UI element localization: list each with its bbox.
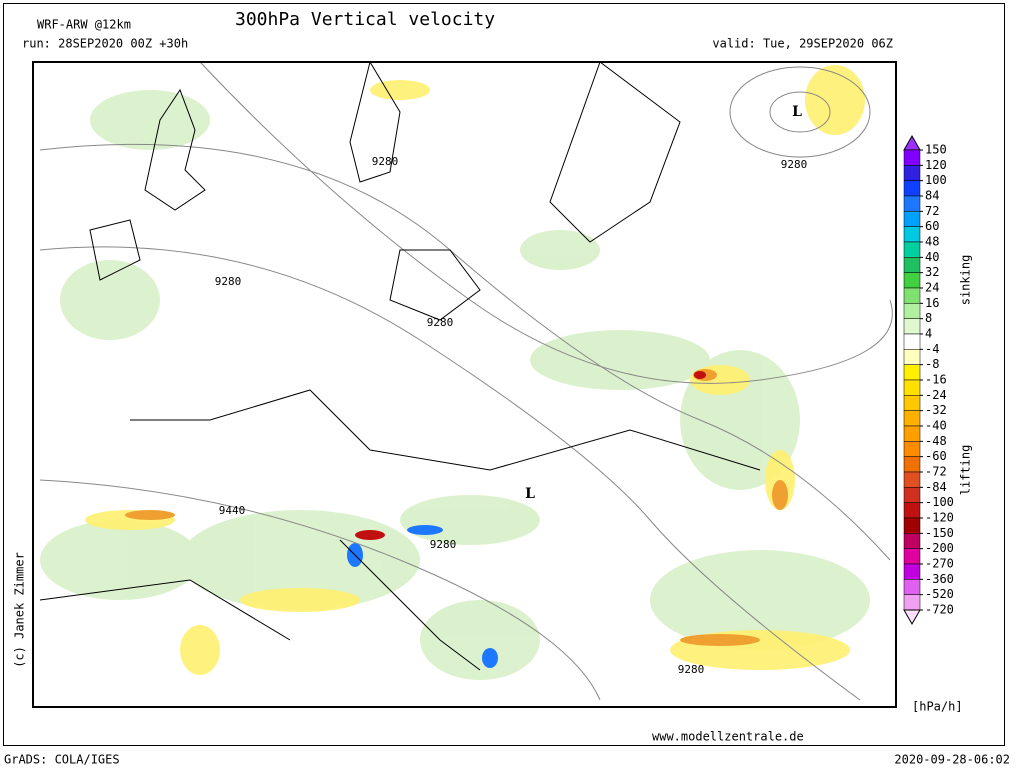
colorbar-tick-label: -8 [925, 357, 939, 371]
colorbar-bin [903, 579, 921, 595]
colorbar-bin [903, 287, 921, 304]
contour-label: 9280 [215, 275, 242, 288]
colorbar-tick-label: 40 [925, 250, 939, 264]
map-title: 300hPa Vertical velocity [235, 9, 495, 30]
source-link: www.modellzentrale.de [652, 730, 804, 744]
colorbar-tick-label: -40 [925, 419, 947, 433]
colorbar-bin [903, 441, 921, 457]
valid-label: valid: Tue, 29SEP2020 06Z [712, 37, 893, 51]
colorbar-tick-label: -520 [925, 587, 954, 601]
colorbar-bin [903, 533, 921, 549]
colorbar-tick-label: -360 [925, 572, 954, 586]
contour-label: 9280 [372, 155, 399, 168]
colorbar-bin [903, 149, 921, 166]
sinking-label: sinking [959, 255, 973, 306]
colorbar-bin [903, 211, 921, 227]
colorbar-cap [903, 134, 921, 151]
colorbar-tick-label: 8 [925, 311, 932, 325]
colorbar-bin [903, 272, 921, 289]
colorbar-bin [903, 226, 921, 243]
colorbar-bin [903, 502, 921, 519]
colorbar-bin [903, 303, 921, 319]
model-label: WRF-ARW @12km [37, 18, 131, 32]
colorbar-bin [903, 257, 921, 273]
colorbar-bin [903, 548, 921, 565]
timestamp: 2020-09-28-06:02 [894, 753, 1010, 767]
colorbar-bin [903, 318, 921, 335]
software-label: GrADS: COLA/IGES [4, 753, 120, 767]
colorbar-bin [903, 165, 921, 181]
colorbar-tick-label: -270 [925, 557, 954, 571]
colorbar-bin [903, 395, 921, 411]
colorbar-bin [903, 456, 921, 473]
colorbar-tick-label: -4 [925, 342, 939, 356]
colorbar-tick-label: 150 [925, 143, 947, 157]
colorbar-bin [903, 410, 921, 427]
contour-label: 9280 [678, 663, 705, 676]
colorbar-bin [903, 333, 921, 350]
colorbar-tick-label: -72 [925, 465, 947, 479]
colorbar-bin [903, 379, 921, 396]
colorbar-tick-label: 24 [925, 281, 939, 295]
colorbar-tick-label: -16 [925, 373, 947, 387]
colorbar-bin [903, 364, 921, 381]
colorbar-tick-label: 4 [925, 327, 932, 341]
colorbar-bin [903, 471, 921, 488]
copyright: (c) Janek Zimmer [13, 552, 27, 668]
colorbar-tick-label: -60 [925, 449, 947, 463]
contour-label: 9280 [781, 158, 808, 171]
colorbar-cap [903, 609, 921, 626]
colorbar-tick-label: 48 [925, 235, 939, 249]
colorbar-tick-label: -100 [925, 495, 954, 509]
colorbar-tick-label: -200 [925, 541, 954, 555]
map-background [33, 60, 896, 707]
colorbar-tick-label: -32 [925, 403, 947, 417]
colorbar-tick-label: -120 [925, 511, 954, 525]
colorbar-tick-label: -720 [925, 603, 954, 617]
colorbar-bin [903, 517, 921, 534]
colorbar-tick-label: 16 [925, 296, 939, 310]
colorbar-bin [903, 180, 921, 197]
contour-label: 9280 [427, 316, 454, 329]
colorbar-tick-label: 60 [925, 219, 939, 233]
contour-label: 9280 [430, 538, 457, 551]
colorbar-bin [903, 349, 921, 365]
colorbar-tick-label: -150 [925, 526, 954, 540]
low-pressure-marker: L [525, 486, 535, 502]
colorbar-tick-label: 100 [925, 173, 947, 187]
colorbar-tick-label: 120 [925, 158, 947, 172]
lifting-label: lifting [959, 445, 973, 496]
colorbar-tick-label: 72 [925, 204, 939, 218]
colorbar-bin [903, 563, 921, 580]
colorbar-tick-label: -84 [925, 480, 947, 494]
contour-label: 9440 [219, 504, 246, 517]
run-label: run: 28SEP2020 00Z +30h [22, 37, 188, 51]
colorbar-tick-label: 32 [925, 265, 939, 279]
low-pressure-marker: L [792, 104, 802, 120]
colorbar-bin [903, 241, 921, 258]
colorbar-tick-label: -48 [925, 434, 947, 448]
unit-label: [hPa/h] [912, 700, 963, 714]
colorbar-bin [903, 594, 921, 611]
colorbar-bin [903, 487, 921, 503]
colorbar-bin [903, 195, 921, 212]
colorbar-tick-label: 84 [925, 189, 939, 203]
colorbar-tick-label: -24 [925, 388, 947, 402]
colorbar-bin [903, 425, 921, 442]
outer-frame [3, 3, 1005, 746]
map-frame [32, 61, 897, 708]
